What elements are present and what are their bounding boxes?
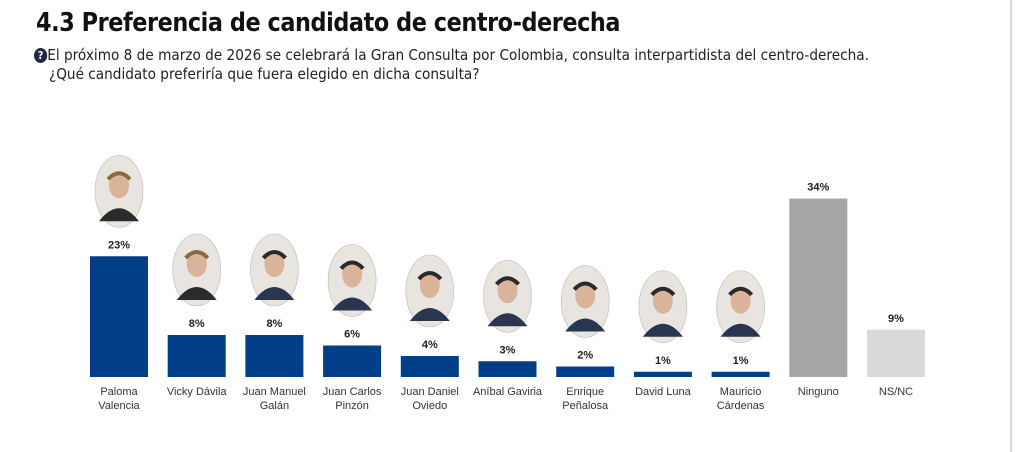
- value-label: 3%: [500, 344, 516, 356]
- bar: [478, 361, 537, 377]
- category-label: Galán: [260, 400, 289, 412]
- candidate-photo: [483, 259, 532, 333]
- bar: [323, 345, 382, 377]
- bar: [90, 256, 148, 377]
- candidate-photo: [250, 233, 299, 307]
- category-label: Juan Carlos: [323, 386, 382, 398]
- value-label: 6%: [344, 329, 360, 341]
- category-label: Peñalosa: [562, 400, 609, 412]
- bar: [867, 329, 925, 377]
- bar: [789, 198, 848, 377]
- value-label: 8%: [266, 318, 282, 330]
- candidate-photo: [327, 244, 377, 317]
- value-label: 9%: [888, 313, 904, 325]
- value-label: 4%: [422, 339, 438, 351]
- question-circle-icon: ?: [34, 48, 48, 63]
- bar: [711, 371, 770, 377]
- question-text: ? El próximo 8 de marzo de 2026 se celebr…: [34, 46, 869, 84]
- value-label: 8%: [189, 318, 205, 330]
- category-label: Juan Manuel: [243, 386, 306, 398]
- category-label: Oviedo: [412, 400, 447, 412]
- candidate-photo: [638, 270, 688, 344]
- page-edge-divider: [1010, 0, 1012, 452]
- category-label: Aníbal Gaviria: [473, 386, 543, 398]
- category-label: Enrique: [566, 386, 604, 398]
- category-label: Ninguno: [798, 386, 839, 398]
- category-label: Mauricio: [720, 386, 762, 398]
- bar: [245, 335, 304, 377]
- page-title: 4.3 Preferencia de candidato de centro-d…: [36, 8, 621, 38]
- value-label: 1%: [733, 355, 749, 367]
- question-line-1: El próximo 8 de marzo de 2026 se celebra…: [47, 46, 869, 64]
- bar: [556, 366, 615, 377]
- value-label: 23%: [108, 239, 130, 251]
- value-label: 1%: [655, 355, 671, 367]
- bar: [167, 335, 226, 377]
- category-label: Cárdenas: [717, 400, 765, 412]
- candidate-photo: [405, 254, 455, 328]
- candidate-photo: [94, 154, 144, 228]
- category-label: Vicky Dávila: [167, 386, 228, 398]
- question-line-2: ¿Qué candidato preferiría que fuera eleg…: [48, 65, 480, 83]
- category-label: NS/NC: [879, 386, 913, 398]
- bar: [633, 371, 692, 377]
- value-label: 34%: [807, 182, 829, 194]
- bar: [400, 356, 459, 377]
- value-label: 2%: [577, 350, 593, 362]
- category-label: Pinzón: [335, 400, 369, 412]
- category-label: David Luna: [635, 386, 692, 398]
- category-label: Valencia: [98, 400, 140, 412]
- category-label: Paloma: [100, 386, 138, 398]
- candidate-photo: [716, 270, 765, 344]
- category-label: Juan Daniel: [401, 386, 459, 398]
- candidate-photo: [172, 233, 221, 307]
- candidate-photo: [560, 265, 610, 338]
